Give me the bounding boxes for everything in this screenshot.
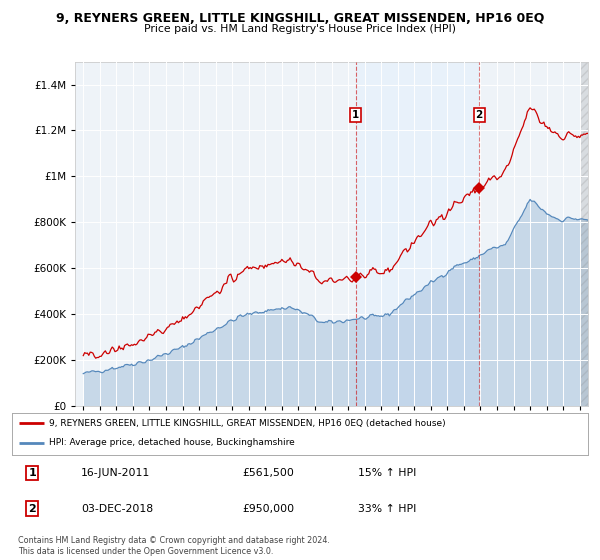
Text: 1: 1 (352, 110, 359, 120)
Text: Contains HM Land Registry data © Crown copyright and database right 2024.
This d: Contains HM Land Registry data © Crown c… (18, 536, 330, 556)
Text: £561,500: £561,500 (242, 468, 294, 478)
Text: 33% ↑ HPI: 33% ↑ HPI (358, 503, 416, 514)
Text: 2: 2 (28, 503, 36, 514)
Text: 9, REYNERS GREEN, LITTLE KINGSHILL, GREAT MISSENDEN, HP16 0EQ (detached house): 9, REYNERS GREEN, LITTLE KINGSHILL, GREA… (49, 419, 446, 428)
Text: 16-JUN-2011: 16-JUN-2011 (81, 468, 151, 478)
Text: £950,000: £950,000 (242, 503, 295, 514)
Text: 15% ↑ HPI: 15% ↑ HPI (358, 468, 416, 478)
Text: 9, REYNERS GREEN, LITTLE KINGSHILL, GREAT MISSENDEN, HP16 0EQ: 9, REYNERS GREEN, LITTLE KINGSHILL, GREA… (56, 12, 544, 25)
Text: 1: 1 (28, 468, 36, 478)
Bar (356, 62, 479, 406)
Text: 03-DEC-2018: 03-DEC-2018 (81, 503, 153, 514)
Text: Price paid vs. HM Land Registry's House Price Index (HPI): Price paid vs. HM Land Registry's House … (144, 24, 456, 34)
Text: HPI: Average price, detached house, Buckinghamshire: HPI: Average price, detached house, Buck… (49, 438, 295, 447)
Text: 2: 2 (475, 110, 483, 120)
